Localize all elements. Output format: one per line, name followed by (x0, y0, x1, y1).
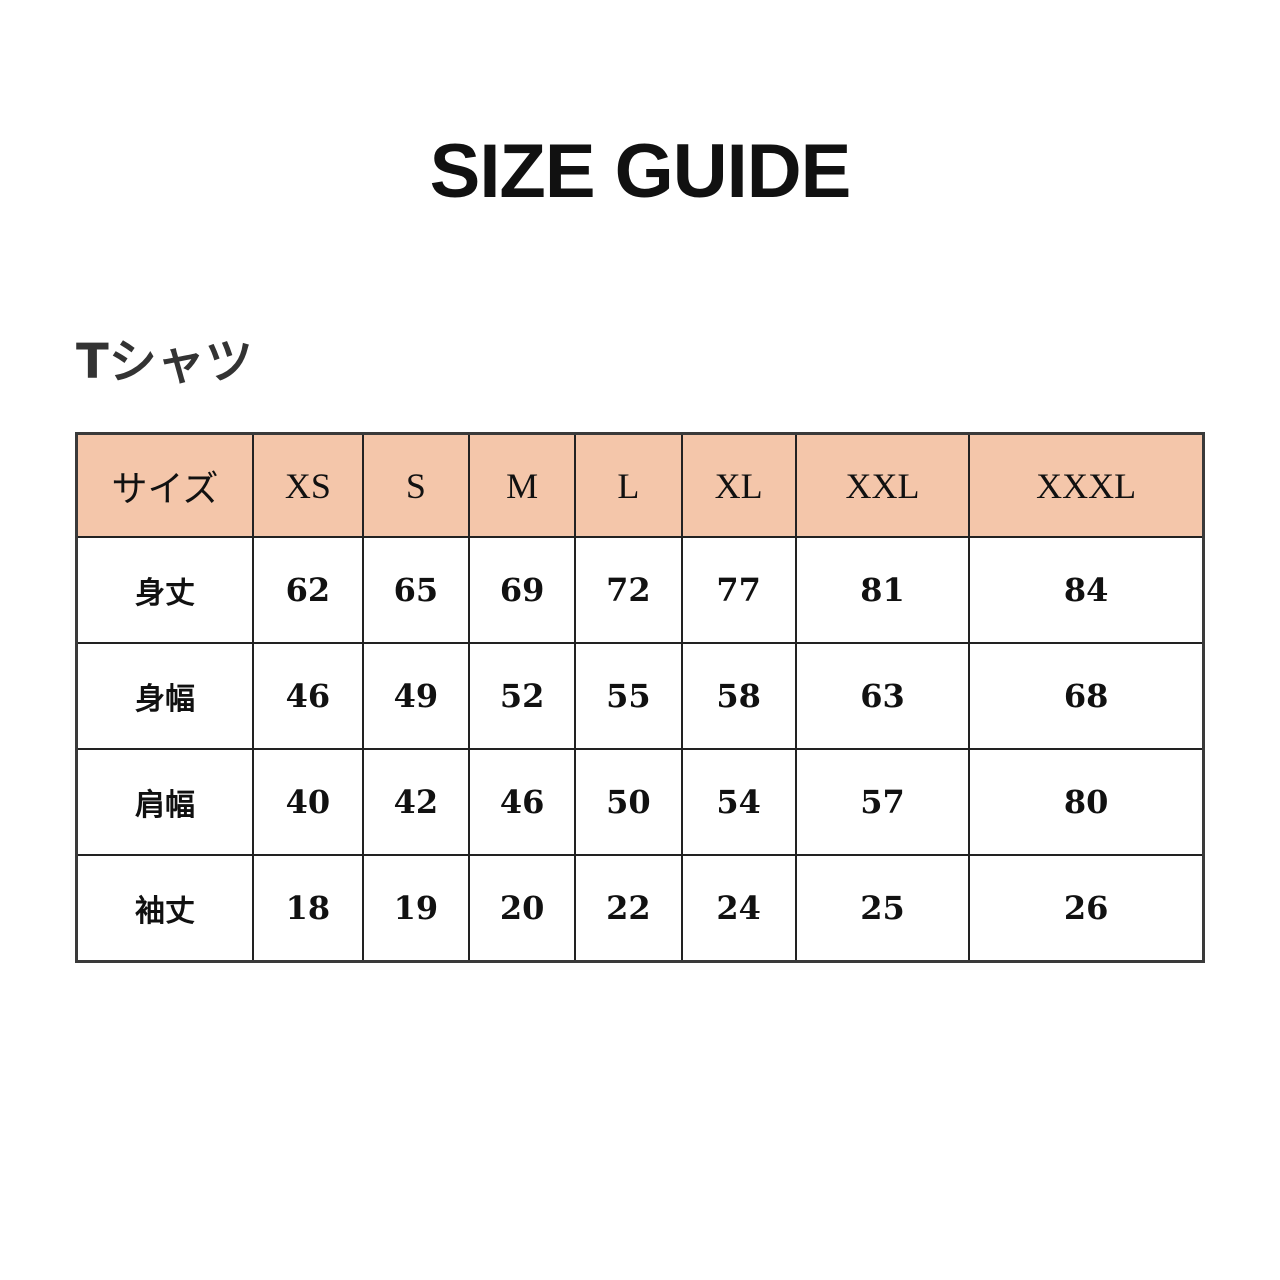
value-cell: 63 (794, 642, 971, 750)
table-row: 身幅 46 49 52 55 58 63 68 (75, 642, 1205, 750)
header-cell: L (574, 432, 683, 538)
row-label: 袖丈 (75, 854, 254, 963)
value-cell: 26 (968, 854, 1205, 963)
header-row: サイズ XS S M L XL XXL XXXL (75, 432, 1205, 538)
value-cell: 22 (574, 854, 683, 963)
header-cell: S (361, 432, 470, 538)
value-cell: 58 (680, 642, 797, 750)
page-title: SIZE GUIDE (429, 129, 852, 214)
value-cell: 24 (680, 854, 797, 963)
value-cell: 55 (574, 642, 683, 750)
value-cell: 62 (252, 536, 364, 644)
value-cell: 69 (467, 536, 577, 644)
table-row: 肩幅 40 42 46 50 54 57 80 (75, 748, 1205, 856)
header-cell: サイズ (75, 432, 254, 538)
row-label: 身丈 (75, 536, 254, 644)
value-cell: 68 (968, 642, 1205, 750)
size-table: サイズ XS S M L XL XXL XXXL 身丈 62 65 69 72 77 81 84 身幅 46 49 5… (75, 432, 1205, 963)
header-cell: XL (680, 432, 797, 538)
value-cell: 84 (968, 536, 1205, 644)
section-title: Tシャツ (76, 334, 253, 390)
value-cell: 46 (252, 642, 364, 750)
header-cell: XXL (794, 432, 971, 538)
value-cell: 80 (968, 748, 1205, 856)
value-cell: 25 (794, 854, 971, 963)
value-cell: 52 (467, 642, 577, 750)
value-cell: 77 (680, 536, 797, 644)
header-cell: XS (252, 432, 364, 538)
value-cell: 57 (794, 748, 971, 856)
value-cell: 20 (467, 854, 577, 963)
row-label: 身幅 (75, 642, 254, 750)
header-cell: M (467, 432, 577, 538)
value-cell: 42 (361, 748, 470, 856)
value-cell: 81 (794, 536, 971, 644)
header-cell: XXXL (968, 432, 1205, 538)
table-row: 身丈 62 65 69 72 77 81 84 (75, 536, 1205, 644)
value-cell: 65 (361, 536, 470, 644)
value-cell: 46 (467, 748, 577, 856)
value-cell: 18 (252, 854, 364, 963)
table-row: 袖丈 18 19 20 22 24 25 26 (75, 854, 1205, 963)
value-cell: 49 (361, 642, 470, 750)
value-cell: 54 (680, 748, 797, 856)
value-cell: 19 (361, 854, 470, 963)
value-cell: 72 (574, 536, 683, 644)
value-cell: 40 (252, 748, 364, 856)
row-label: 肩幅 (75, 748, 254, 856)
value-cell: 50 (574, 748, 683, 856)
